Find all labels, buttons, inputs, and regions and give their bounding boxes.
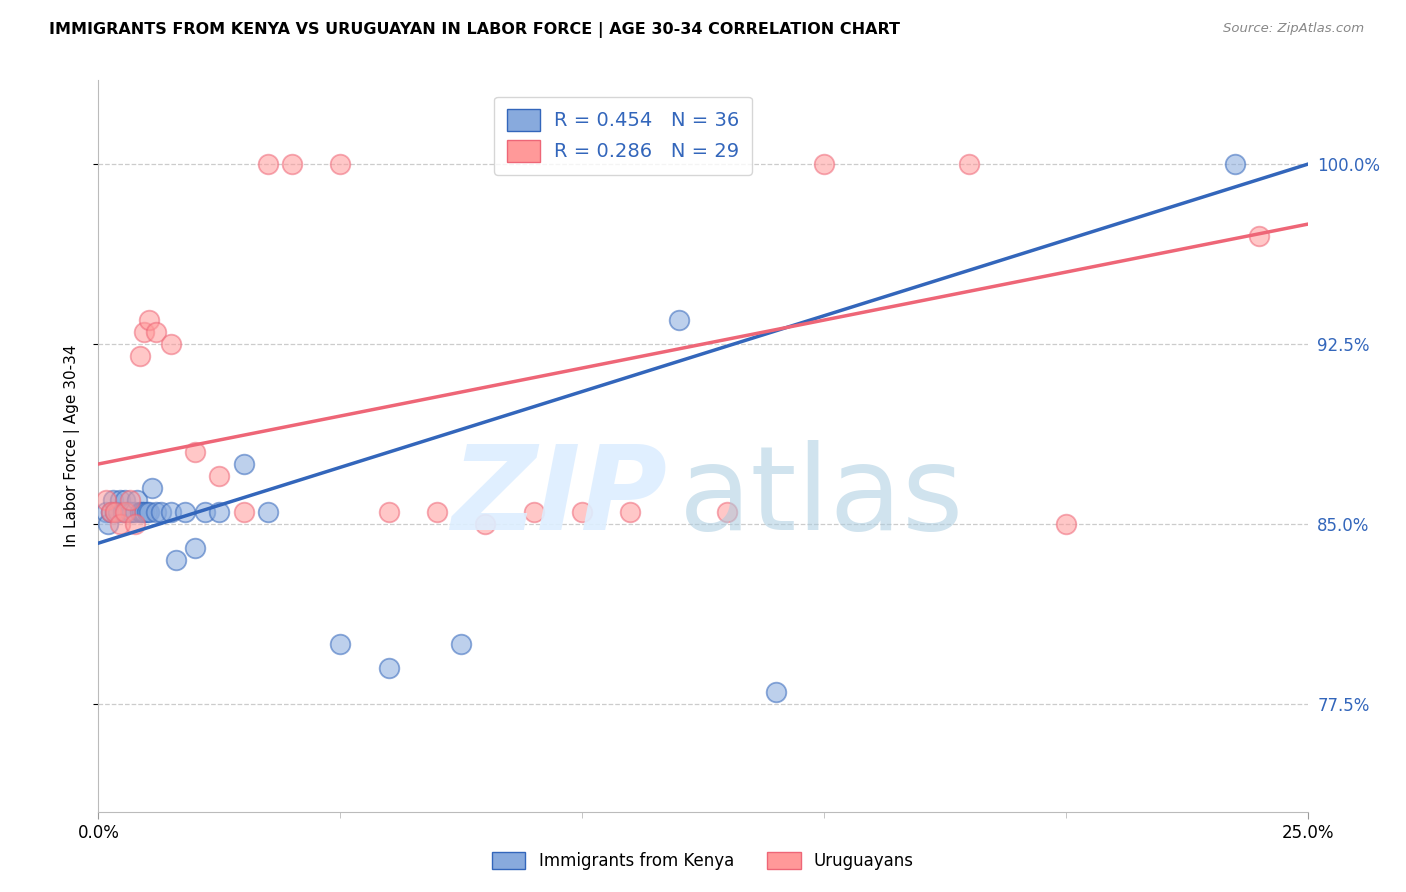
Point [117, 505, 139, 519]
Point [281, 157, 304, 171]
Point [426, 505, 449, 519]
Point [100, 505, 122, 519]
Point [138, 505, 160, 519]
Point [1249, 229, 1271, 244]
Point [104, 505, 127, 519]
Point [160, 505, 183, 519]
Point [668, 313, 690, 327]
Text: Source: ZipAtlas.com: Source: ZipAtlas.com [1223, 22, 1364, 36]
Point [114, 505, 136, 519]
Point [100, 505, 122, 519]
Point [131, 505, 153, 519]
Point [104, 505, 127, 519]
Point [208, 505, 231, 519]
Point [94, 492, 117, 507]
Point [377, 661, 399, 675]
Point [256, 157, 278, 171]
Point [128, 505, 150, 519]
Point [329, 157, 352, 171]
Point [145, 505, 167, 519]
Point [114, 492, 136, 507]
Point [107, 505, 129, 519]
Point [108, 516, 131, 531]
Point [474, 516, 496, 531]
Point [184, 445, 207, 459]
Point [145, 325, 167, 339]
Point [94, 505, 117, 519]
Point [135, 505, 157, 519]
Point [138, 313, 160, 327]
Text: atlas: atlas [679, 440, 965, 555]
Point [134, 505, 156, 519]
Point [232, 457, 254, 471]
Point [118, 505, 141, 519]
Point [1054, 516, 1077, 531]
Point [111, 505, 134, 519]
Point [128, 349, 150, 363]
Point [232, 505, 254, 519]
Point [165, 553, 187, 567]
Point [813, 157, 835, 171]
Point [118, 492, 141, 507]
Point [141, 481, 163, 495]
Point [108, 492, 131, 507]
Point [121, 505, 143, 519]
Legend: Immigrants from Kenya, Uruguayans: Immigrants from Kenya, Uruguayans [485, 845, 921, 877]
Text: IMMIGRANTS FROM KENYA VS URUGUAYAN IN LABOR FORCE | AGE 30-34 CORRELATION CHART: IMMIGRANTS FROM KENYA VS URUGUAYAN IN LA… [49, 22, 900, 38]
Point [571, 505, 593, 519]
Point [150, 505, 173, 519]
Point [716, 505, 738, 519]
Point [523, 505, 546, 519]
Text: ZIP: ZIP [451, 440, 666, 555]
Point [124, 516, 146, 531]
Point [101, 492, 124, 507]
Point [124, 505, 146, 519]
Point [619, 505, 641, 519]
Point [208, 469, 231, 483]
Point [160, 337, 183, 351]
Legend: R = 0.454   N = 36, R = 0.286   N = 29: R = 0.454 N = 36, R = 0.286 N = 29 [495, 96, 752, 175]
Y-axis label: In Labor Force | Age 30-34: In Labor Force | Age 30-34 [65, 344, 80, 548]
Point [194, 505, 217, 519]
Point [174, 505, 197, 519]
Point [256, 505, 278, 519]
Point [97, 516, 120, 531]
Point [957, 157, 980, 171]
Point [765, 685, 787, 699]
Point [134, 325, 156, 339]
Point [127, 492, 149, 507]
Point [1223, 157, 1246, 171]
Point [377, 505, 399, 519]
Point [184, 541, 207, 555]
Point [450, 637, 472, 651]
Point [329, 637, 352, 651]
